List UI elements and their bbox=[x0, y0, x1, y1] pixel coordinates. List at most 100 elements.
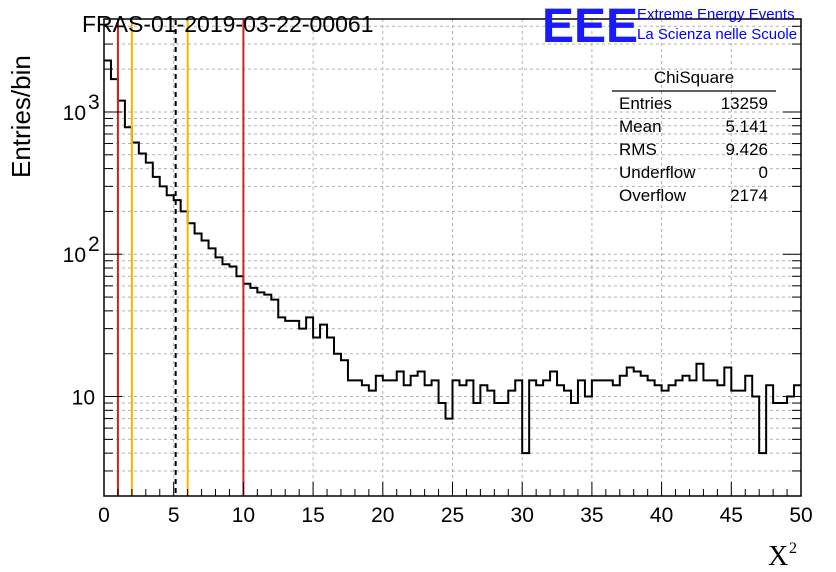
stats-label-underflow: Underflow bbox=[619, 163, 696, 182]
histogram-bin bbox=[453, 380, 460, 496]
histogram-bin bbox=[529, 380, 536, 496]
histogram-bin bbox=[731, 391, 738, 496]
stats-box: ChiSquare Entries 13259 Mean 5.141 RMS 9… bbox=[612, 68, 776, 205]
histogram-bin bbox=[571, 403, 578, 496]
histogram-bin bbox=[222, 264, 229, 496]
histogram-bin bbox=[676, 380, 683, 496]
histogram-bin bbox=[536, 385, 543, 496]
histogram-bin bbox=[620, 376, 627, 496]
histogram-bin bbox=[153, 177, 160, 496]
histogram-bin bbox=[710, 380, 717, 496]
histogram-bin bbox=[327, 337, 334, 496]
histogram-bin bbox=[564, 391, 571, 496]
histogram-bin bbox=[285, 321, 292, 496]
histogram-bin bbox=[662, 391, 669, 496]
histogram-bin bbox=[557, 385, 564, 496]
x-tick-label: 40 bbox=[650, 504, 673, 527]
histogram-bin bbox=[425, 385, 432, 496]
histogram-bin bbox=[348, 380, 355, 496]
x-axis-label-base: X bbox=[768, 541, 788, 572]
histogram-bin bbox=[794, 385, 801, 496]
y-tick-exponent: 3 bbox=[88, 91, 100, 114]
histogram-bin bbox=[188, 223, 195, 496]
y-tick-label: 10 bbox=[63, 102, 86, 125]
histogram-bin bbox=[278, 317, 285, 496]
histogram-bin bbox=[487, 391, 494, 496]
histogram-bin bbox=[543, 380, 550, 496]
chart-title: FRAS-01-2019-03-22-00061 bbox=[82, 11, 374, 37]
histogram-bin bbox=[669, 385, 676, 496]
histogram-bin bbox=[334, 354, 341, 496]
histogram-bin bbox=[466, 380, 473, 496]
histogram-bin bbox=[250, 288, 257, 496]
histogram-bin bbox=[689, 380, 696, 496]
histogram-bin bbox=[306, 317, 313, 496]
y-axis-label: Entries/bin bbox=[6, 55, 36, 178]
histogram-bin bbox=[703, 380, 710, 496]
y-tick-exponent: 2 bbox=[88, 233, 100, 256]
histogram-bin bbox=[383, 380, 390, 496]
x-tick-label: 45 bbox=[720, 504, 743, 527]
histogram-bin bbox=[397, 371, 404, 496]
histogram-bin bbox=[139, 154, 146, 496]
x-tick-label: 5 bbox=[168, 504, 180, 527]
histogram-bin bbox=[480, 385, 487, 496]
histogram-bin bbox=[627, 367, 634, 496]
histogram-bin bbox=[717, 385, 724, 496]
x-axis-label: X 2 bbox=[768, 540, 797, 572]
eee-logo-text: EEE bbox=[542, 0, 638, 53]
histogram-bin bbox=[236, 276, 243, 496]
histogram-bin bbox=[745, 376, 752, 496]
histogram-bin bbox=[655, 385, 662, 496]
histogram-bin bbox=[473, 403, 480, 496]
x-tick-label: 50 bbox=[789, 504, 812, 527]
histogram-bin bbox=[752, 397, 759, 496]
histogram-bin bbox=[696, 364, 703, 496]
stats-value-mean: 5.141 bbox=[725, 117, 768, 136]
histogram-bin bbox=[641, 376, 648, 496]
histogram-bin bbox=[292, 321, 299, 496]
histogram-bin bbox=[683, 376, 690, 496]
histogram-bin bbox=[146, 163, 153, 496]
histogram-bin bbox=[578, 380, 585, 496]
stats-value-rms: 9.426 bbox=[725, 140, 768, 159]
histogram-bin bbox=[508, 391, 515, 496]
histogram-bin bbox=[160, 186, 167, 496]
histogram-bin bbox=[599, 380, 606, 496]
histogram-bin bbox=[501, 403, 508, 496]
histogram-bin bbox=[522, 453, 529, 496]
histogram-bin bbox=[432, 380, 439, 496]
histogram-bin bbox=[313, 337, 320, 496]
histogram-bin bbox=[216, 257, 223, 496]
histogram-bin bbox=[759, 453, 766, 496]
axis-ticks bbox=[103, 25, 802, 497]
stats-label-entries: Entries bbox=[619, 94, 672, 113]
brand-line-1: Extreme Energy Events bbox=[637, 6, 795, 23]
x-tick-label: 20 bbox=[371, 504, 394, 527]
histogram-bin bbox=[613, 385, 620, 496]
histogram-outline bbox=[104, 59, 801, 455]
histogram-bin bbox=[167, 195, 174, 496]
x-tick-label: 35 bbox=[580, 504, 603, 527]
histogram-bin bbox=[125, 127, 132, 496]
histogram-bin bbox=[634, 371, 641, 496]
stats-label-overflow: Overflow bbox=[619, 186, 687, 205]
histogram-bin bbox=[418, 371, 425, 496]
histogram-bin bbox=[773, 403, 780, 496]
histogram-bin bbox=[780, 403, 787, 496]
histogram-bin bbox=[202, 240, 209, 496]
histogram-bin bbox=[592, 380, 599, 496]
stats-box-title: ChiSquare bbox=[654, 68, 734, 87]
histogram-bin bbox=[404, 385, 411, 496]
histogram-bin bbox=[766, 385, 773, 496]
x-axis-label-superscript: 2 bbox=[789, 540, 797, 557]
histogram-bin bbox=[606, 380, 613, 496]
histogram-bin bbox=[229, 267, 236, 496]
stats-value-entries: 13259 bbox=[721, 94, 768, 113]
histogram-bin bbox=[195, 233, 202, 496]
histogram-bin bbox=[648, 380, 655, 496]
histogram-bin bbox=[355, 380, 362, 496]
y-tick-label: 10 bbox=[63, 244, 86, 267]
x-tick-label: 15 bbox=[301, 504, 324, 527]
